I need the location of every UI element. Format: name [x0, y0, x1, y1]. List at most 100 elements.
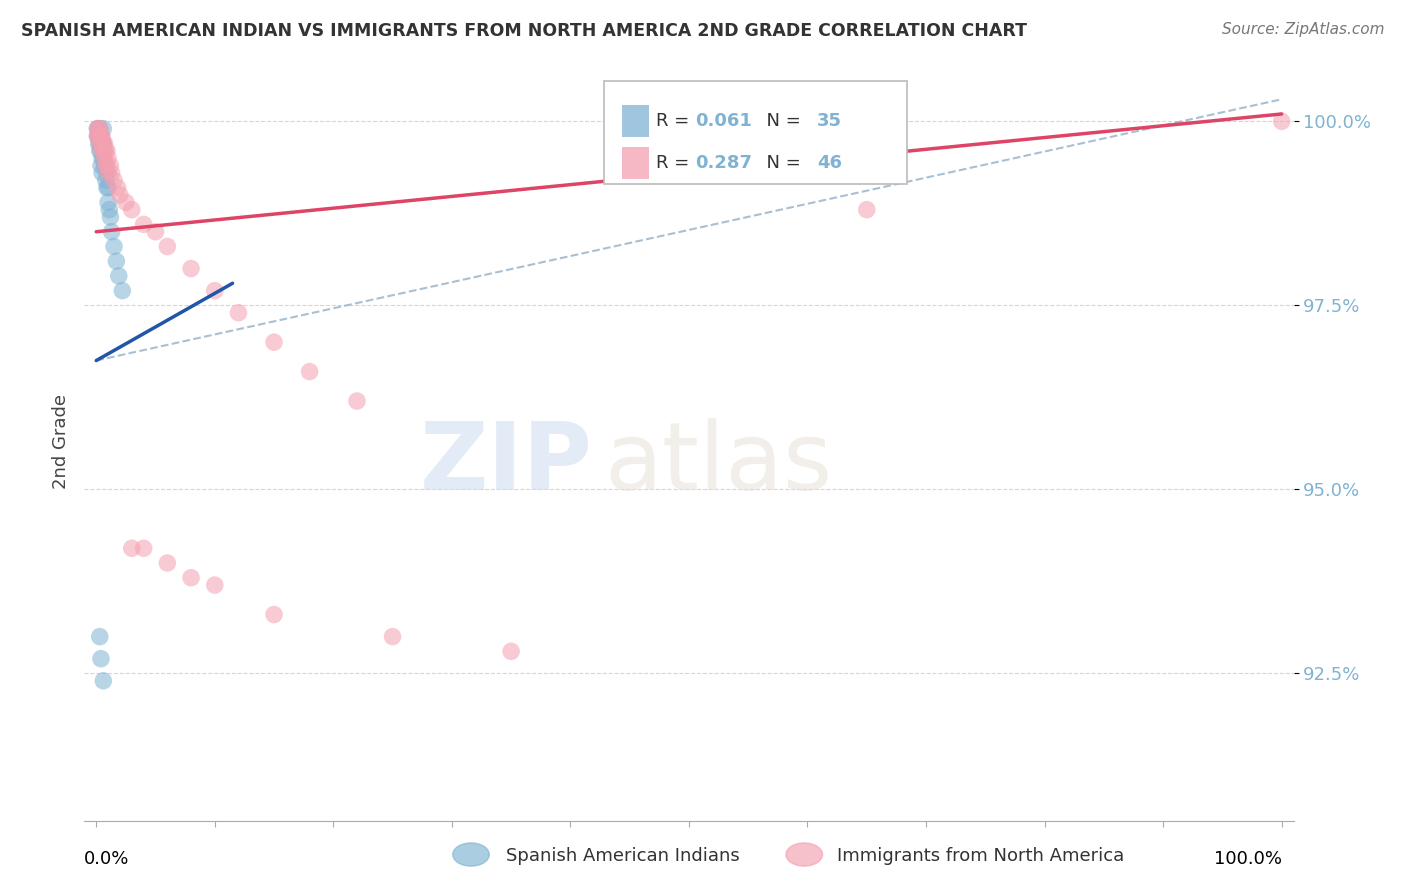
Point: [90, 144, 112, 158]
Text: 0.0%: 0.0%: [84, 850, 129, 868]
Point: [115, 195, 138, 210]
Point: [103, 239, 125, 253]
Point: [100, 166, 122, 180]
Point: [86, 121, 108, 136]
Text: 100.0%: 100.0%: [1213, 850, 1282, 868]
Point: [501, 644, 523, 658]
Point: [298, 365, 321, 379]
Point: [855, 202, 877, 217]
Point: [90, 136, 112, 151]
Point: [89, 136, 111, 151]
Point: [90, 129, 112, 144]
Point: [93, 136, 115, 151]
Point: [91, 121, 114, 136]
Point: [204, 284, 226, 298]
Point: [105, 254, 128, 268]
Text: 0.287: 0.287: [695, 154, 752, 172]
Point: [91, 673, 114, 688]
Point: [346, 394, 368, 409]
Point: [96, 144, 118, 158]
Text: Immigrants from North America: Immigrants from North America: [837, 847, 1123, 865]
Point: [94, 144, 117, 158]
Point: [228, 306, 250, 320]
Point: [91, 136, 114, 151]
Point: [93, 144, 115, 158]
Y-axis label: 2nd Grade: 2nd Grade: [52, 394, 70, 489]
Point: [89, 121, 111, 136]
Point: [98, 202, 121, 217]
Point: [103, 173, 125, 187]
Point: [94, 159, 117, 173]
Point: [381, 630, 404, 644]
Text: 35: 35: [817, 112, 842, 130]
Point: [89, 121, 111, 136]
Text: ZIP: ZIP: [419, 418, 592, 510]
Point: [91, 136, 114, 151]
Point: [100, 159, 122, 173]
Point: [96, 166, 118, 180]
Point: [107, 268, 129, 283]
Point: [91, 151, 114, 165]
Point: [263, 335, 285, 350]
Point: [91, 144, 114, 158]
Point: [89, 144, 111, 158]
Point: [86, 129, 108, 144]
Text: R =: R =: [657, 112, 696, 130]
Point: [121, 541, 143, 556]
Point: [111, 284, 134, 298]
Point: [96, 159, 118, 173]
Point: [97, 166, 120, 180]
Text: Spanish American Indians: Spanish American Indians: [506, 847, 740, 865]
Point: [97, 151, 120, 165]
Point: [180, 261, 202, 276]
Text: N =: N =: [755, 112, 807, 130]
Point: [91, 136, 114, 151]
Point: [156, 556, 179, 570]
Point: [204, 578, 226, 592]
Point: [90, 159, 112, 173]
Point: [94, 159, 117, 173]
Point: [86, 121, 108, 136]
Point: [91, 144, 114, 158]
Point: [86, 129, 108, 144]
Point: [97, 195, 120, 210]
FancyBboxPatch shape: [623, 147, 650, 178]
Point: [107, 180, 129, 194]
Point: [93, 151, 115, 165]
Point: [87, 129, 110, 144]
Point: [156, 239, 179, 253]
Point: [91, 166, 114, 180]
Point: [145, 225, 167, 239]
Point: [90, 651, 112, 665]
Point: [87, 121, 110, 136]
FancyBboxPatch shape: [605, 81, 907, 184]
Point: [89, 136, 111, 151]
Point: [132, 541, 155, 556]
Point: [94, 173, 117, 187]
Point: [96, 180, 118, 194]
Text: R =: R =: [657, 154, 696, 172]
Point: [100, 225, 122, 239]
Point: [121, 202, 143, 217]
Point: [87, 129, 110, 144]
Point: [263, 607, 285, 622]
Point: [108, 188, 131, 202]
Text: Source: ZipAtlas.com: Source: ZipAtlas.com: [1222, 22, 1385, 37]
Point: [132, 218, 155, 232]
Point: [93, 159, 115, 173]
Point: [1271, 114, 1294, 128]
Text: atlas: atlas: [605, 418, 832, 510]
Point: [100, 210, 122, 224]
Text: 46: 46: [817, 154, 842, 172]
Text: SPANISH AMERICAN INDIAN VS IMMIGRANTS FROM NORTH AMERICA 2ND GRADE CORRELATION C: SPANISH AMERICAN INDIAN VS IMMIGRANTS FR…: [21, 22, 1028, 40]
Point: [90, 129, 112, 144]
FancyBboxPatch shape: [623, 105, 650, 137]
Point: [89, 630, 111, 644]
Point: [91, 129, 114, 144]
Text: 0.061: 0.061: [695, 112, 752, 130]
Point: [97, 180, 120, 194]
Point: [87, 121, 110, 136]
Text: N =: N =: [755, 154, 807, 172]
Point: [87, 136, 110, 151]
Point: [91, 151, 114, 165]
